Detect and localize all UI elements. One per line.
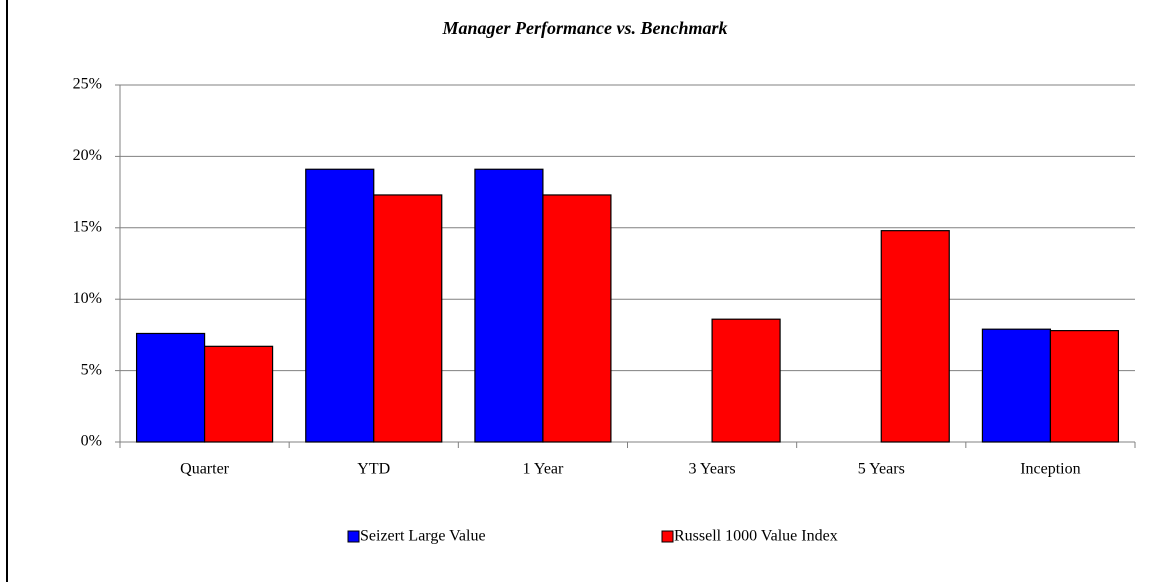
x-tick-label: 3 Years [689, 461, 736, 478]
bar [1049, 330, 1120, 443]
bar [542, 194, 612, 443]
x-tick-label: 1 Year [522, 461, 564, 478]
bar [305, 168, 375, 443]
y-tick-label: 15% [73, 218, 102, 235]
bar [474, 168, 544, 443]
x-tick-label: Inception [1020, 461, 1080, 478]
bar [135, 332, 206, 443]
bar [711, 318, 781, 443]
legend-label: Russell 1000 Value Index [674, 528, 838, 545]
y-tick-label: 5% [81, 361, 102, 378]
y-tick-label: 20% [73, 147, 102, 164]
bar [880, 230, 950, 443]
x-tick-label: 5 Years [858, 461, 905, 478]
legend-label: Seizert Large Value [360, 528, 486, 545]
legend-swatch [347, 530, 360, 543]
legend-swatch [661, 530, 674, 543]
bar [981, 328, 1052, 443]
y-tick-label: 25% [73, 76, 102, 93]
chart-title: Manager Performance vs. Benchmark [442, 18, 728, 38]
bar [203, 345, 274, 443]
x-tick-label: Quarter [180, 461, 230, 478]
y-tick-label: 0% [81, 433, 102, 450]
y-tick-label: 10% [73, 290, 102, 307]
x-tick-label: YTD [357, 461, 390, 478]
bar [373, 194, 443, 443]
